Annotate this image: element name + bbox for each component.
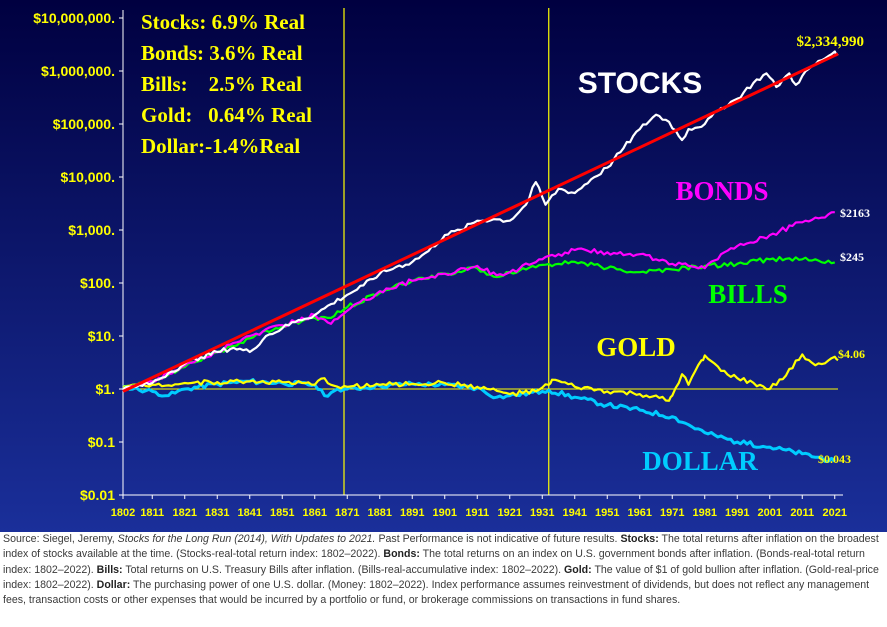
x-tick-label: 1821 [173, 507, 197, 519]
x-tick-label: 1961 [628, 507, 652, 519]
dollar-definition: The purchasing power of one U.S. dollar.… [3, 578, 870, 607]
source-caption: Source: Siegel, Jeremy, Stocks for the L… [3, 532, 885, 608]
y-tick-label: $10. [88, 328, 115, 344]
source-prefix: Source: Siegel, Jeremy, [3, 533, 115, 545]
x-tick-label: 1881 [368, 507, 392, 519]
x-tick-label: 1841 [238, 507, 262, 519]
series-end-value-stocks: $2,334,990 [797, 34, 865, 50]
series-line-bills [122, 256, 836, 390]
series-name-dollar: DOLLAR [642, 446, 758, 476]
trend-line [122, 52, 839, 393]
x-tick-label: 1891 [400, 507, 424, 519]
legend-entry: Stocks: 6.9% Real [141, 10, 305, 34]
series-line-bonds [122, 211, 835, 391]
y-tick-label: $10,000,000. [33, 10, 115, 26]
bills-definition: Total returns on U.S. Treasury Bills aft… [125, 563, 562, 576]
source-disclaimer: Past Performance is not indicative of fu… [378, 533, 618, 545]
bills-definition-label: Bills: [96, 563, 123, 576]
stocks-definition-label: Stocks: [620, 533, 659, 545]
legend-entry: Bonds: 3.6% Real [141, 41, 303, 65]
bonds-definition-label: Bonds: [383, 548, 420, 561]
dollar-definition-label: Dollar: [96, 578, 131, 591]
x-tick-label: 1941 [563, 507, 587, 519]
x-tick-label: 1981 [693, 507, 717, 519]
y-tick-label: $100,000. [53, 116, 115, 132]
y-tick-label: $100. [80, 275, 115, 291]
y-tick-label: $10,000. [61, 169, 116, 185]
x-tick-label: 1861 [303, 507, 327, 519]
chart-area: $10,000,000. $1,000,000. $100,000. $10,000.… [0, 0, 887, 532]
series-name-bills: BILLS [708, 279, 788, 309]
x-tick-label: 1921 [498, 507, 522, 519]
x-tick-label: 1831 [205, 507, 229, 519]
series-end-value-dollar: $0.043 [818, 452, 851, 466]
x-tick-label: 2011 [790, 507, 814, 519]
gold-definition-label: Gold: [564, 563, 592, 576]
source-title: Stocks for the Long Run (2014), With Upd… [117, 533, 376, 545]
legend-entry: Bills: 2.5% Real [141, 72, 302, 96]
series-line-gold [122, 353, 839, 402]
series-end-value-bills: $245 [840, 250, 864, 264]
x-tick-label: 1911 [465, 507, 489, 519]
stocks-definition: The total returns after inflation on the… [3, 533, 879, 561]
x-tick-label: 1871 [335, 507, 359, 519]
x-tick-label: 2021 [823, 507, 847, 519]
series-name-bonds: BONDS [675, 176, 768, 206]
x-tick-label: 1851 [270, 507, 294, 519]
x-tick-label: 1802 [111, 507, 135, 519]
legend-entry: Gold: 0.64% Real [141, 103, 312, 127]
bonds-definition: The total returns on an index on U.S. go… [3, 548, 865, 576]
series-name-gold: GOLD [596, 332, 676, 362]
legend-entry: Dollar:-1.4%Real [141, 134, 300, 158]
x-tick-label: 1991 [725, 507, 749, 519]
x-tick-label: 1951 [595, 507, 619, 519]
series-end-value-bonds: $2163 [840, 206, 870, 220]
series-name-stocks: STOCKS [578, 67, 702, 100]
x-tick-label: 1931 [530, 507, 554, 519]
x-tick-label: 1971 [660, 507, 684, 519]
y-tick-label: $1. [96, 381, 115, 397]
returns-chart: $10,000,000. $1,000,000. $100,000. $10,000.… [0, 0, 887, 532]
y-tick-label: $1,000. [68, 222, 115, 238]
y-tick-label: $1,000,000. [41, 63, 115, 79]
y-tick-label: $0.01 [80, 487, 115, 503]
series-end-value-gold: $4.06 [838, 347, 865, 361]
x-tick-label: 1811 [140, 507, 164, 519]
gold-definition: The value of $1 of gold bullion after in… [3, 563, 879, 591]
y-tick-label: $0.1 [88, 434, 115, 450]
x-tick-label: 2001 [758, 507, 782, 519]
x-tick-label: 1901 [433, 507, 457, 519]
